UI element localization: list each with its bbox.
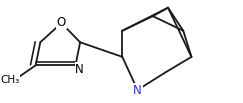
Text: N: N: [75, 63, 84, 76]
Text: O: O: [57, 16, 66, 29]
Text: CH₃: CH₃: [0, 75, 19, 85]
Text: N: N: [133, 84, 142, 97]
